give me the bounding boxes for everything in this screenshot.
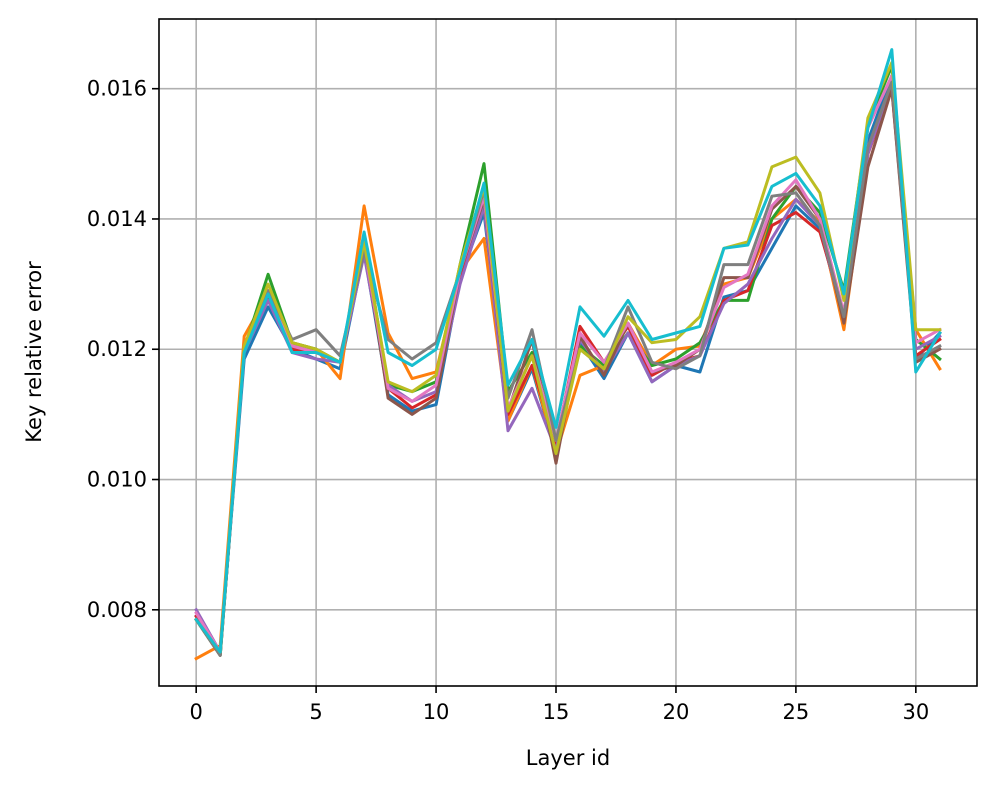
grid xyxy=(159,19,977,686)
x-tick-label: 0 xyxy=(189,700,202,724)
plot-frame xyxy=(158,18,978,687)
x-axis-title: Layer id xyxy=(526,746,610,770)
x-axis-ticks: 0 5 10 15 20 25 30 xyxy=(189,686,929,724)
x-tick-label: 25 xyxy=(783,700,810,724)
x-tick-label: 10 xyxy=(423,700,450,724)
x-tick-label: 30 xyxy=(902,700,929,724)
y-tick-label: 0.014 xyxy=(87,207,147,231)
y-tick-label: 0.012 xyxy=(87,337,147,361)
series-line-9 xyxy=(194,61,942,654)
x-tick-label: 15 xyxy=(543,700,570,724)
y-tick-label: 0.010 xyxy=(87,468,147,492)
series-group xyxy=(194,48,942,661)
y-tick-label: 0.016 xyxy=(87,77,147,101)
x-tick-label: 5 xyxy=(309,700,322,724)
x-tick-label: 20 xyxy=(663,700,690,724)
y-tick-label: 0.008 xyxy=(87,598,147,622)
y-axis-ticks: 0.008 0.010 0.012 0.014 0.016 xyxy=(87,77,159,622)
y-axis-title: Key relative error xyxy=(22,261,46,443)
series-line-10 xyxy=(194,48,942,654)
